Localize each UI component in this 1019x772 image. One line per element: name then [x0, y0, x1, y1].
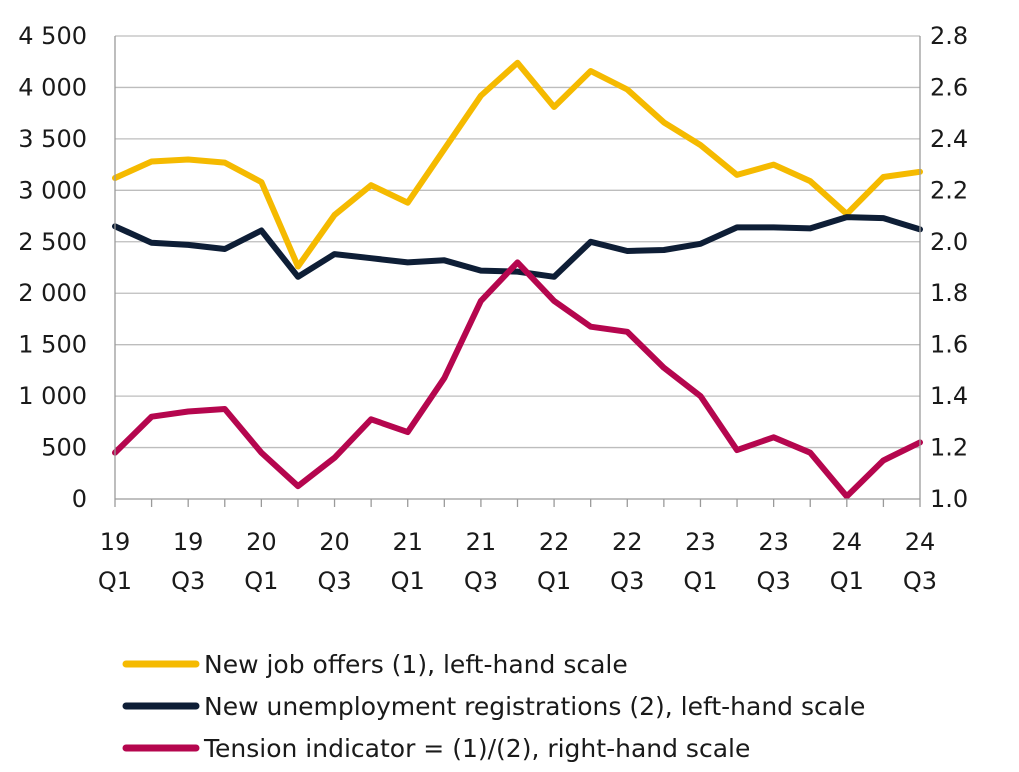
- right-tick-label: 1.8: [930, 279, 968, 307]
- legend-label: Tension indicator = (1)/(2), right-hand …: [203, 734, 750, 763]
- x-tick-label-quarter: Q1: [537, 567, 571, 595]
- series-line-3: [112, 259, 923, 500]
- left-tick-label: 4 000: [18, 73, 87, 101]
- x-tick-label-quarter: Q1: [98, 567, 132, 595]
- right-tick-label: 2.2: [930, 176, 968, 204]
- left-tick-label: 0: [72, 485, 87, 513]
- legend-label: New job offers (1), left-hand scale: [204, 650, 628, 679]
- series-line-1: [112, 59, 923, 270]
- left-tick-label: 500: [41, 434, 87, 462]
- x-tick-label-year: 22: [539, 528, 570, 556]
- x-tick-label-year: 21: [392, 528, 423, 556]
- x-tick-label-year: 20: [246, 528, 277, 556]
- x-tick-label-quarter: Q1: [830, 567, 864, 595]
- x-tick-label-quarter: Q3: [317, 567, 351, 595]
- x-tick-label-quarter: Q3: [464, 567, 498, 595]
- right-tick-label: 1.6: [930, 331, 968, 359]
- legend: New job offers (1), left-hand scale New u…: [122, 650, 865, 763]
- x-tick-label-year: 22: [612, 528, 643, 556]
- left-tick-label: 3 000: [18, 176, 87, 204]
- right-tick-label: 2.6: [930, 73, 968, 101]
- x-tick-label-quarter: Q3: [903, 567, 937, 595]
- x-tick-label-year: 23: [685, 528, 716, 556]
- x-tick-label-year: 24: [905, 528, 936, 556]
- x-tick-label-year: 20: [319, 528, 350, 556]
- right-tick-label: 1.0: [930, 485, 968, 513]
- left-tick-label: 2 500: [18, 228, 87, 256]
- x-tick-label-quarter: Q3: [610, 567, 644, 595]
- x-tick-label-year: 19: [173, 528, 204, 556]
- x-tick-label-year: 23: [758, 528, 789, 556]
- left-tick-label: 2 000: [18, 279, 87, 307]
- left-tick-label: 4 500: [18, 22, 87, 50]
- axes: [114, 36, 921, 507]
- x-tick-label-year: 21: [466, 528, 497, 556]
- x-tick-label-year: 19: [100, 528, 131, 556]
- series-lines: [112, 59, 923, 500]
- x-tick-label-quarter: Q1: [683, 567, 717, 595]
- x-axis-tick-labels: 19 Q1 19 Q3 20 Q1 20 Q3 21 Q1 21 Q3 22 Q1 22 Q3 23 Q1 23 Q3…: [98, 528, 937, 595]
- right-axis-tick-labels: 1.0 1.2 1.4 1.6 1.8 2.0 2.2 2.4 2.6 2.8: [930, 22, 968, 513]
- right-tick-label: 2.4: [930, 125, 968, 153]
- right-tick-label: 2.0: [930, 228, 968, 256]
- series-line-2: [112, 214, 923, 280]
- left-tick-label: 3 500: [18, 125, 87, 153]
- x-tick-label-year: 24: [832, 528, 863, 556]
- right-tick-label: 2.8: [930, 22, 968, 50]
- left-tick-label: 1 500: [18, 331, 87, 359]
- legend-label: New unemployment registrations (2), left…: [204, 692, 865, 721]
- right-tick-label: 1.2: [930, 434, 968, 462]
- right-tick-label: 1.4: [930, 382, 968, 410]
- x-tick-label-quarter: Q1: [391, 567, 425, 595]
- x-tick-label-quarter: Q3: [757, 567, 791, 595]
- x-tick-label-quarter: Q3: [171, 567, 205, 595]
- x-tick-label-quarter: Q1: [244, 567, 278, 595]
- left-axis-tick-labels: 0 500 1 000 1 500 2 000 2 500 3 000 3 500 4 000 4…: [18, 22, 87, 513]
- gridlines: [115, 35, 920, 449]
- left-tick-label: 1 000: [18, 382, 87, 410]
